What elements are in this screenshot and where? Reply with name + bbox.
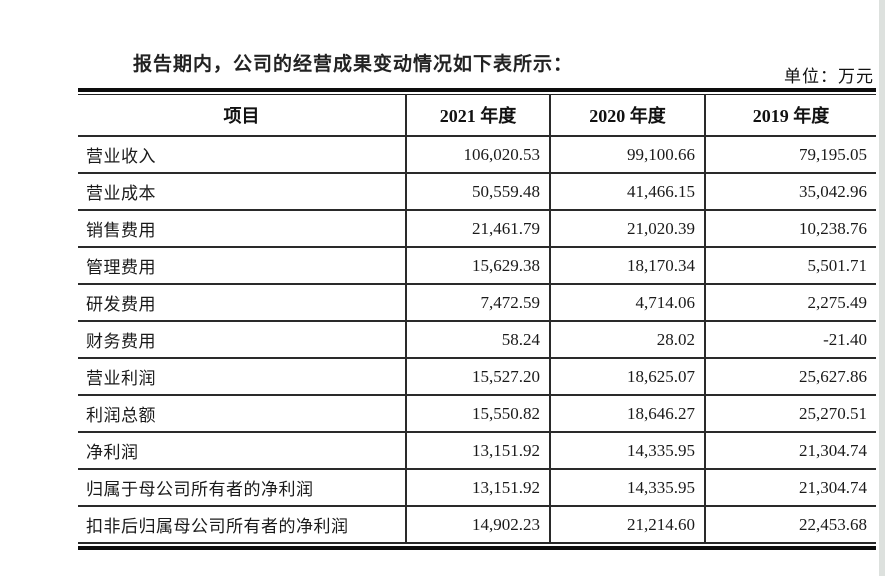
row-label: 营业收入 <box>78 136 407 174</box>
row-value: 15,550.82 <box>406 395 551 433</box>
row-value: 25,270.51 <box>705 395 876 433</box>
row-value: -21.40 <box>705 321 876 359</box>
row-value: 28.02 <box>550 321 706 359</box>
column-header-2019: 2019 年度 <box>705 94 876 137</box>
table-bottom-thick-rule <box>78 546 876 550</box>
row-value: 18,646.27 <box>550 395 706 433</box>
row-value: 106,020.53 <box>406 136 551 174</box>
row-value: 10,238.76 <box>705 210 876 248</box>
row-value: 2,275.49 <box>705 284 876 322</box>
row-value: 21,214.60 <box>550 506 706 544</box>
row-value: 35,042.96 <box>705 173 876 211</box>
row-value: 18,170.34 <box>550 247 706 285</box>
row-value: 13,151.92 <box>406 469 551 507</box>
table-row: 营业收入 106,020.53 99,100.66 79,195.05 <box>78 136 876 174</box>
row-value: 15,527.20 <box>406 358 551 396</box>
row-value: 14,902.23 <box>406 506 551 544</box>
row-value: 50,559.48 <box>406 173 551 211</box>
table-top-thick-rule <box>78 88 876 92</box>
column-header-2020: 2020 年度 <box>550 94 706 137</box>
table-header-row: 项目 2021 年度 2020 年度 2019 年度 <box>78 94 876 137</box>
row-value: 15,629.38 <box>406 247 551 285</box>
row-label: 研发费用 <box>78 284 407 322</box>
row-value: 21,304.74 <box>705 432 876 470</box>
row-label: 归属于母公司所有者的净利润 <box>78 469 407 507</box>
intro-paragraph: 报告期内，公司的经营成果变动情况如下表所示： <box>133 54 574 75</box>
row-value: 21,461.79 <box>406 210 551 248</box>
row-value: 5,501.71 <box>705 247 876 285</box>
row-label: 营业成本 <box>78 173 407 211</box>
row-value: 22,453.68 <box>705 506 876 544</box>
table-bottom-rule-gap <box>78 544 876 546</box>
row-value: 7,472.59 <box>406 284 551 322</box>
table-header: 项目 2021 年度 2020 年度 2019 年度 <box>78 94 876 137</box>
page-edge-shadow <box>879 0 885 576</box>
row-label: 利润总额 <box>78 395 407 433</box>
table-row: 研发费用 7,472.59 4,714.06 2,275.49 <box>78 284 876 322</box>
table-body: 营业收入 106,020.53 99,100.66 79,195.05 营业成本 50,5… <box>78 136 876 544</box>
row-value: 14,335.95 <box>550 469 706 507</box>
table-row: 利润总额 15,550.82 18,646.27 25,270.51 <box>78 395 876 433</box>
row-value: 4,714.06 <box>550 284 706 322</box>
row-value: 41,466.15 <box>550 173 706 211</box>
row-value: 21,304.74 <box>705 469 876 507</box>
row-label: 营业利润 <box>78 358 407 396</box>
row-value: 18,625.07 <box>550 358 706 396</box>
column-header-2021: 2021 年度 <box>406 94 551 137</box>
row-value: 13,151.92 <box>406 432 551 470</box>
operating-results-table: 项目 2021 年度 2020 年度 2019 年度 营业收入 106,020.5… <box>78 94 876 544</box>
row-value: 25,627.86 <box>705 358 876 396</box>
row-value: 58.24 <box>406 321 551 359</box>
row-label: 销售费用 <box>78 210 407 248</box>
row-value: 99,100.66 <box>550 136 706 174</box>
table-row: 财务费用 58.24 28.02 -21.40 <box>78 321 876 359</box>
financial-table: 项目 2021 年度 2020 年度 2019 年度 营业收入 106,020.5… <box>78 88 876 550</box>
unit-label: 单位：万元 <box>784 67 874 86</box>
table-row: 扣非后归属母公司所有者的净利润 14,902.23 21,214.60 22,453.… <box>78 506 876 544</box>
row-label: 管理费用 <box>78 247 407 285</box>
table-row: 管理费用 15,629.38 18,170.34 5,501.71 <box>78 247 876 285</box>
column-header-item: 项目 <box>78 94 407 137</box>
row-label: 净利润 <box>78 432 407 470</box>
row-value: 14,335.95 <box>550 432 706 470</box>
row-label: 财务费用 <box>78 321 407 359</box>
table-row: 营业利润 15,527.20 18,625.07 25,627.86 <box>78 358 876 396</box>
table-row: 销售费用 21,461.79 21,020.39 10,238.76 <box>78 210 876 248</box>
row-value: 21,020.39 <box>550 210 706 248</box>
table-row: 归属于母公司所有者的净利润 13,151.92 14,335.95 21,304.74 <box>78 469 876 507</box>
table-top-rule-gap <box>78 92 876 94</box>
row-value: 79,195.05 <box>705 136 876 174</box>
table-row: 营业成本 50,559.48 41,466.15 35,042.96 <box>78 173 876 211</box>
table-row: 净利润 13,151.92 14,335.95 21,304.74 <box>78 432 876 470</box>
row-label: 扣非后归属母公司所有者的净利润 <box>78 506 407 544</box>
